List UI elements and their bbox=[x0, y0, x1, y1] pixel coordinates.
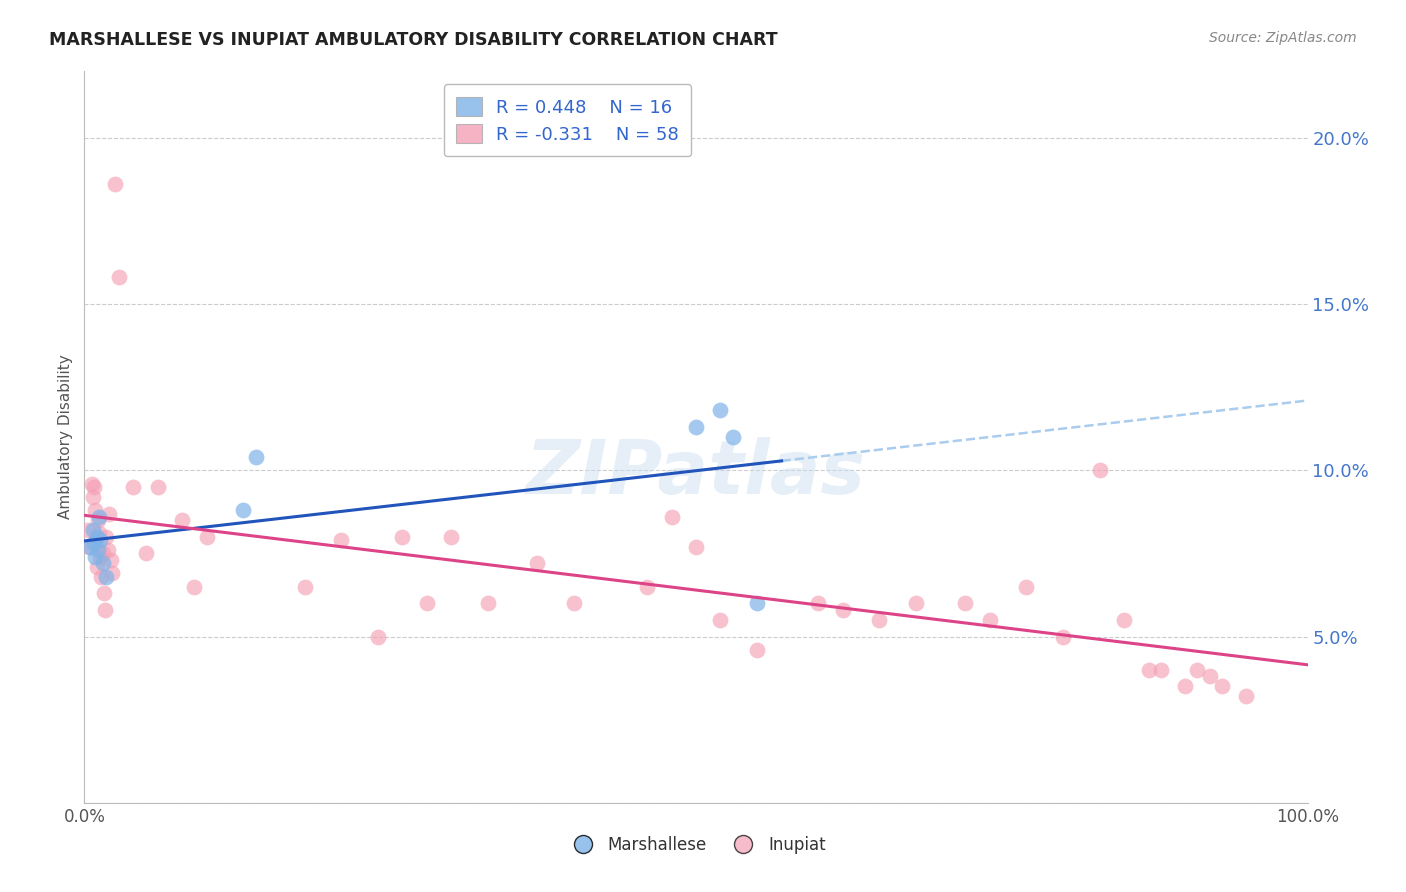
Point bbox=[685, 540, 707, 554]
Point bbox=[89, 549, 111, 564]
Point bbox=[709, 403, 731, 417]
Point bbox=[294, 580, 316, 594]
Point bbox=[721, 430, 744, 444]
Text: Source: ZipAtlas.com: Source: ZipAtlas.com bbox=[1209, 31, 1357, 45]
Point bbox=[953, 596, 976, 610]
Point bbox=[84, 549, 107, 564]
Point bbox=[87, 543, 110, 558]
Point bbox=[90, 570, 112, 584]
Point bbox=[391, 530, 413, 544]
Point bbox=[93, 586, 115, 600]
Y-axis label: Ambulatory Disability: Ambulatory Disability bbox=[58, 355, 73, 519]
Point bbox=[122, 480, 145, 494]
Point bbox=[146, 480, 169, 494]
Point bbox=[80, 476, 103, 491]
Point bbox=[100, 553, 122, 567]
Point bbox=[1174, 680, 1197, 694]
Point bbox=[94, 603, 117, 617]
Point bbox=[440, 530, 463, 544]
Point bbox=[1015, 580, 1038, 594]
Point bbox=[172, 513, 194, 527]
Point bbox=[1052, 630, 1074, 644]
Point bbox=[905, 596, 928, 610]
Point bbox=[245, 450, 267, 464]
Point bbox=[89, 533, 111, 548]
Point bbox=[747, 643, 769, 657]
Point bbox=[562, 596, 585, 610]
Point bbox=[183, 580, 205, 594]
Point bbox=[107, 270, 129, 285]
Point bbox=[807, 596, 830, 610]
Point bbox=[96, 570, 118, 584]
Point bbox=[1236, 690, 1258, 704]
Point bbox=[101, 566, 124, 581]
Point bbox=[869, 613, 891, 627]
Point bbox=[91, 546, 114, 560]
Point bbox=[87, 509, 110, 524]
Point bbox=[104, 178, 127, 192]
Point bbox=[86, 530, 108, 544]
Point bbox=[1187, 663, 1209, 677]
Point bbox=[232, 503, 254, 517]
Point bbox=[83, 536, 105, 550]
Point bbox=[79, 540, 101, 554]
Point bbox=[96, 530, 118, 544]
Point bbox=[526, 557, 548, 571]
Point bbox=[709, 613, 731, 627]
Point bbox=[367, 630, 389, 644]
Point bbox=[1114, 613, 1136, 627]
Point bbox=[1088, 463, 1111, 477]
Point bbox=[831, 603, 853, 617]
Point bbox=[747, 596, 769, 610]
Point bbox=[195, 530, 218, 544]
Point bbox=[84, 503, 107, 517]
Legend: Marshallese, Inupiat: Marshallese, Inupiat bbox=[560, 829, 832, 860]
Point bbox=[1198, 669, 1220, 683]
Text: ZIPatlas: ZIPatlas bbox=[526, 437, 866, 510]
Point bbox=[1211, 680, 1233, 694]
Point bbox=[77, 523, 100, 537]
Point bbox=[661, 509, 683, 524]
Point bbox=[1137, 663, 1160, 677]
Point bbox=[979, 613, 1001, 627]
Point bbox=[83, 480, 105, 494]
Point bbox=[97, 507, 120, 521]
Point bbox=[87, 526, 110, 541]
Point bbox=[86, 559, 108, 574]
Point bbox=[416, 596, 439, 610]
Point bbox=[636, 580, 658, 594]
Point bbox=[82, 523, 104, 537]
Point bbox=[97, 543, 120, 558]
Point bbox=[87, 513, 110, 527]
Point bbox=[135, 546, 157, 560]
Point bbox=[685, 420, 707, 434]
Text: MARSHALLESE VS INUPIAT AMBULATORY DISABILITY CORRELATION CHART: MARSHALLESE VS INUPIAT AMBULATORY DISABI… bbox=[49, 31, 778, 49]
Point bbox=[1150, 663, 1173, 677]
Point bbox=[77, 540, 100, 554]
Point bbox=[477, 596, 499, 610]
Point bbox=[82, 490, 104, 504]
Point bbox=[91, 557, 114, 571]
Point bbox=[330, 533, 353, 548]
